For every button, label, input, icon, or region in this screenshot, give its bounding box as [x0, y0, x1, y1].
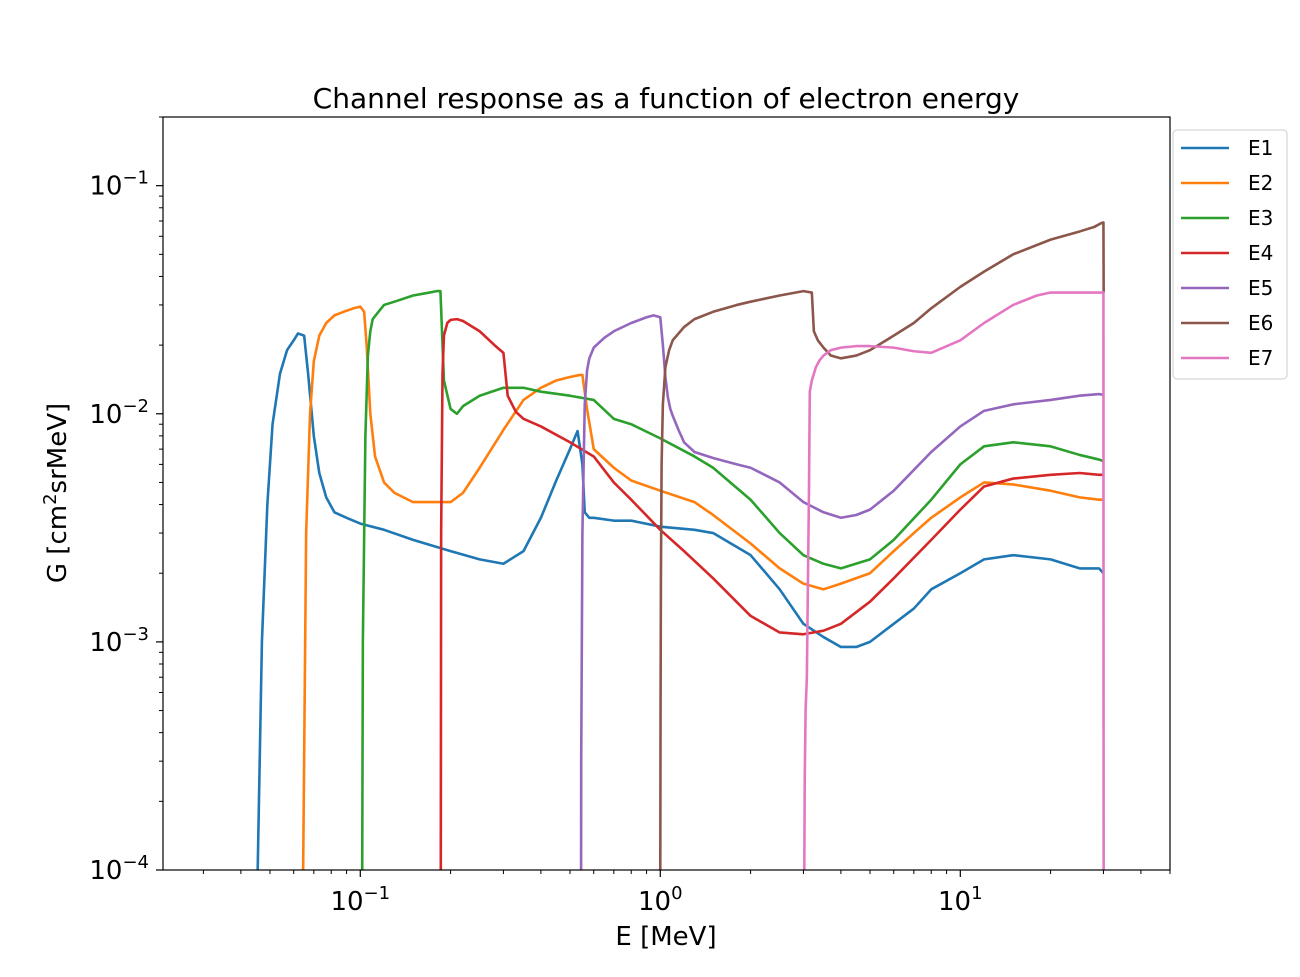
- series-line-e7: [803, 291, 1105, 870]
- y-tick-label: 10−3: [89, 624, 149, 658]
- y-axis-title: G [cm2srMeV]: [40, 403, 73, 583]
- series-layer: [256, 221, 1105, 870]
- y-axis: 10−4 10−3 10−2 10−1: [89, 116, 163, 886]
- series-line-e5: [579, 314, 1104, 870]
- series-line-e2: [301, 305, 1104, 870]
- x-tick-label: 100: [638, 883, 683, 917]
- plot-frame: [162, 116, 1171, 871]
- series-line-e3: [360, 289, 1104, 870]
- y-tick-label: 10−1: [89, 168, 149, 202]
- x-tick-label: 101: [938, 883, 983, 917]
- legend-label-e2: E2: [1248, 171, 1273, 195]
- y-tick-label: 10−2: [89, 396, 149, 430]
- legend-label-e5: E5: [1248, 276, 1273, 300]
- legend-box: [1172, 129, 1288, 380]
- series-line-e6: [658, 221, 1105, 870]
- series-line-e1: [256, 332, 1105, 870]
- x-axis: 10−1 100 101: [202, 870, 1171, 917]
- legend: E1 E2 E3 E4 E5 E6 E7: [1172, 129, 1288, 380]
- legend-label-e1: E1: [1248, 136, 1273, 160]
- chart-title: Channel response as a function of electr…: [313, 82, 1020, 115]
- x-axis-title: E [MeV]: [615, 922, 716, 952]
- legend-label-e4: E4: [1248, 241, 1273, 265]
- legend-label-e6: E6: [1248, 311, 1273, 335]
- legend-label-e3: E3: [1248, 206, 1273, 230]
- y-tick-label: 10−4: [89, 852, 149, 886]
- legend-label-e7: E7: [1248, 346, 1273, 370]
- x-tick-label: 10−1: [330, 883, 390, 917]
- series-line-e4: [439, 317, 1104, 870]
